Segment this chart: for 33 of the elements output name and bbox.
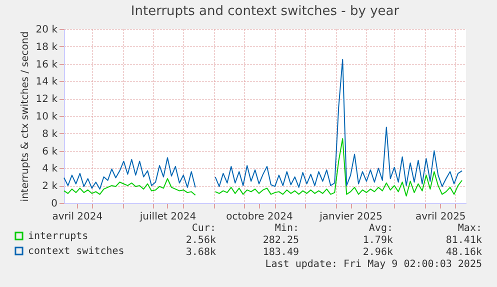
- text: 183.49: [262, 247, 299, 258]
- chart-title: Interrupts and context switches - by year: [130, 4, 400, 19]
- y-tick-label: 4 k: [42, 164, 58, 175]
- x-tick-label: avril 2025: [415, 212, 466, 222]
- x-tick-label: janvier 2025: [318, 212, 382, 222]
- y-tick-label: 16 k: [36, 59, 58, 70]
- text: 2.56k: [186, 235, 216, 246]
- y-tick-label: 14 k: [36, 76, 58, 88]
- text: 48.16k: [446, 247, 482, 258]
- x-tick-label: avril 2024: [52, 212, 103, 222]
- x-tick-label: octobre 2024: [226, 212, 293, 222]
- y-axis-title: interrupts & ctx switches / second: [20, 31, 31, 202]
- text: Cur:: [192, 223, 216, 234]
- text: Max:: [458, 223, 482, 234]
- y-tick-label: 20 k: [36, 24, 58, 36]
- text: 2.96k: [362, 247, 393, 258]
- text: 1.79k: [362, 235, 393, 246]
- text: Last update: Fri May 9 02:00:03 2025: [265, 259, 482, 270]
- y-tick-label: 10 k: [36, 112, 58, 122]
- y-tick-label: 2 k: [42, 181, 58, 192]
- legend-label: interrupts: [28, 231, 88, 242]
- text: 81.41k: [446, 235, 482, 246]
- legend-label: context switches: [28, 246, 124, 257]
- y-tick-label: 0: [51, 198, 58, 210]
- y-tick-label: 8 k: [42, 128, 58, 140]
- y-tick-label: 6 k: [42, 146, 58, 158]
- text: 282.25: [262, 235, 299, 246]
- text: 3.68k: [186, 247, 216, 258]
- y-tick-label: 18 k: [36, 42, 58, 53]
- x-tick-label: juillet 2024: [138, 212, 196, 222]
- y-tick-label: 12 k: [36, 94, 58, 106]
- text: Avg:: [368, 223, 393, 234]
- text: Min:: [274, 223, 299, 234]
